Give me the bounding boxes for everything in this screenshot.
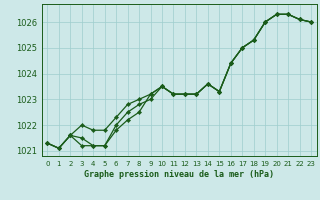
X-axis label: Graphe pression niveau de la mer (hPa): Graphe pression niveau de la mer (hPa) — [84, 170, 274, 179]
